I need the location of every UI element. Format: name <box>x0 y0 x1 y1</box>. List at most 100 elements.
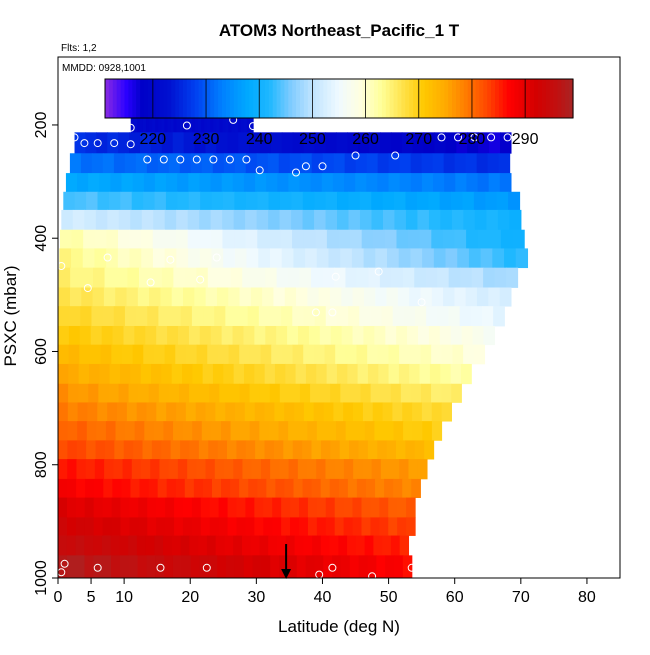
heatmap-cell <box>420 287 433 307</box>
heatmap-cell <box>370 383 382 403</box>
colorbar-cell <box>565 79 570 118</box>
heatmap-cell <box>321 173 334 193</box>
heatmap-cell <box>375 248 388 269</box>
heatmap-cell <box>236 306 249 327</box>
heatmap-cell <box>276 267 289 288</box>
colorbar-cell <box>432 79 438 118</box>
heatmap-cell <box>431 421 443 441</box>
x-tick-label: 70 <box>512 589 530 606</box>
colorbar-cell <box>272 79 278 118</box>
heatmap-row <box>59 229 525 249</box>
heatmap-cell <box>133 440 144 460</box>
colorbar-cell <box>276 79 282 118</box>
heatmap-cell <box>58 344 70 365</box>
heatmap-cell <box>390 383 402 403</box>
heatmap-cell <box>310 383 321 403</box>
heatmap-cell <box>139 132 152 154</box>
heatmap-cell <box>199 229 212 249</box>
heatmap-cell <box>86 440 97 460</box>
sample-point <box>166 255 175 264</box>
heatmap-cell <box>489 229 502 249</box>
heatmap-cell <box>136 535 147 556</box>
colorbar-cell <box>292 79 297 118</box>
colorbar-cell <box>569 79 574 118</box>
heatmap-cell <box>89 344 102 365</box>
heatmap-cell <box>205 459 216 480</box>
heatmap-cell <box>276 325 288 346</box>
sample-point <box>470 133 479 142</box>
heatmap-cell <box>222 229 235 249</box>
heatmap-cell <box>269 248 283 269</box>
colorbar-tick-label: 240 <box>246 131 273 148</box>
colorbar-cell <box>218 79 223 118</box>
heatmap-cell <box>165 497 175 518</box>
heatmap-cell <box>420 383 432 403</box>
heatmap-cell <box>242 459 253 480</box>
heatmap-cell <box>333 402 344 422</box>
heatmap-row <box>58 363 472 385</box>
heatmap-cell <box>188 191 201 211</box>
heatmap-cell <box>296 287 308 307</box>
heatmap-cell <box>132 173 145 193</box>
colorbar-cell <box>502 79 508 118</box>
plot-frame <box>57 56 621 579</box>
colorbar-cell <box>186 79 192 118</box>
heatmap-row <box>58 555 413 579</box>
heatmap-cell <box>288 459 299 480</box>
heatmap-cell <box>372 402 384 422</box>
heatmap-cell <box>392 306 405 327</box>
heatmap-cell <box>288 267 301 288</box>
heatmap-cell <box>450 363 462 385</box>
colorbar-cell <box>163 79 168 118</box>
heatmap-cell <box>204 104 208 133</box>
heatmap-cell <box>67 402 79 422</box>
heatmap-cell <box>99 363 111 385</box>
heatmap-cell <box>141 248 154 269</box>
heatmap-cell <box>357 363 369 385</box>
heatmap-cell <box>303 344 315 365</box>
heatmap-cell <box>189 440 200 460</box>
heatmap-cell <box>119 363 131 385</box>
colorbar-cell <box>370 79 375 118</box>
heatmap-cell <box>307 497 318 518</box>
heatmap-cell <box>274 363 286 385</box>
sample-point <box>103 253 112 262</box>
heatmap-cell <box>433 248 447 269</box>
heatmap-cell <box>77 173 89 193</box>
sample-point <box>407 563 416 572</box>
heatmap-cell <box>316 497 327 518</box>
heatmap-cell <box>231 104 236 133</box>
heatmap-cell <box>69 306 81 327</box>
heatmap-cell <box>222 209 235 231</box>
x-tick-label: 50 <box>380 589 398 606</box>
heatmap-cell <box>211 478 222 498</box>
heatmap-cell <box>233 459 244 480</box>
heatmap-cell <box>192 363 204 385</box>
heatmap-cell <box>191 306 204 327</box>
heatmap-cell <box>58 535 68 556</box>
heatmap-cell <box>386 440 397 460</box>
heatmap-cell <box>158 104 162 133</box>
heatmap-cell <box>129 517 139 536</box>
heatmap-cell <box>226 555 236 579</box>
heatmap-cell <box>110 173 123 193</box>
colorbar-cell <box>428 79 434 118</box>
heatmap-cell <box>325 191 338 211</box>
heatmap-cell <box>240 104 245 133</box>
heatmap-cell <box>172 555 183 579</box>
colorbar-cell <box>296 79 301 118</box>
heatmap-cell <box>262 287 275 307</box>
heatmap-cell <box>284 287 297 307</box>
heatmap-cell <box>80 306 93 327</box>
heatmap-cell <box>121 344 134 365</box>
colorbar-cell <box>179 79 184 118</box>
heatmap-cell <box>185 402 197 422</box>
heatmap-cell <box>183 287 195 307</box>
heatmap-cell <box>214 306 226 327</box>
heatmap-cell <box>101 325 114 346</box>
heatmap-cell <box>273 440 284 460</box>
heatmap-cell <box>421 173 434 193</box>
heatmap-cell <box>324 344 336 365</box>
heatmap-cell <box>71 248 84 269</box>
heatmap-cell <box>143 344 155 365</box>
